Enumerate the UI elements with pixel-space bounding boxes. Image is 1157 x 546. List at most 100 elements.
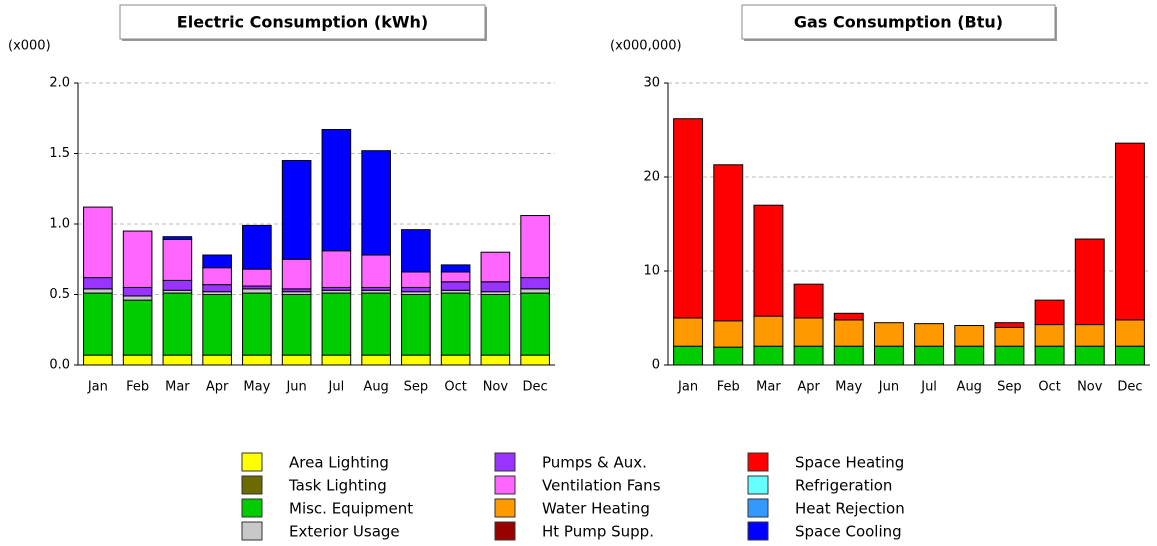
y-tick-label: 10 bbox=[643, 264, 660, 279]
bar-segment bbox=[83, 354, 113, 366]
bar-segment bbox=[321, 250, 352, 288]
legend-swatch bbox=[494, 498, 516, 518]
legend-label: Ventilation Fans bbox=[542, 477, 661, 495]
bar-segment bbox=[162, 236, 193, 241]
y-tick-label: 30 bbox=[643, 76, 660, 91]
bar-segment bbox=[281, 160, 312, 260]
x-tick-label: Jun bbox=[878, 380, 899, 395]
y-tick-label: 2.0 bbox=[49, 76, 70, 91]
bar-segment bbox=[122, 299, 153, 356]
bar-segment bbox=[242, 288, 272, 294]
bar-segment bbox=[713, 346, 744, 366]
legend-swatch bbox=[747, 521, 769, 541]
bar-segment bbox=[713, 164, 744, 322]
bar-segment bbox=[162, 279, 193, 291]
title-box bbox=[119, 4, 486, 40]
bar-segment bbox=[83, 277, 113, 290]
x-tick-label: Dec bbox=[523, 380, 548, 395]
bar-segment bbox=[440, 281, 471, 291]
x-tick-label: Jan bbox=[677, 380, 698, 395]
bar-segment bbox=[994, 322, 1025, 328]
bar-segment bbox=[122, 286, 153, 297]
x-tick-label: Aug bbox=[957, 380, 982, 395]
bar-segment bbox=[833, 345, 864, 366]
bar-segment bbox=[753, 204, 784, 317]
bar-segment bbox=[440, 264, 471, 273]
bar-segment bbox=[1114, 319, 1145, 347]
y-tick-label: 20 bbox=[643, 170, 660, 185]
bar-segment bbox=[713, 320, 744, 348]
bar-segment bbox=[401, 271, 431, 288]
bar-segment bbox=[480, 251, 511, 283]
bar-segment bbox=[242, 292, 272, 356]
bar-segment bbox=[122, 230, 153, 288]
y-tick-label: 1.5 bbox=[49, 146, 70, 161]
bar-segment bbox=[520, 292, 550, 356]
bar-segment bbox=[242, 354, 272, 366]
bar-segment bbox=[1034, 324, 1065, 347]
legend-label: Ht Pump Supp. bbox=[542, 523, 654, 541]
bar-segment bbox=[673, 118, 704, 319]
bar-segment bbox=[321, 354, 352, 366]
bar-segment bbox=[83, 206, 113, 279]
bar-segment bbox=[1074, 324, 1105, 347]
y-tick-label: 0.5 bbox=[49, 287, 70, 302]
bar-segment bbox=[1074, 238, 1105, 326]
bar-segment bbox=[954, 345, 985, 366]
bar-segment bbox=[281, 258, 312, 290]
x-tick-label: Mar bbox=[756, 380, 781, 395]
x-tick-label: Dec bbox=[1117, 380, 1142, 395]
title-box bbox=[741, 4, 1056, 40]
legend-swatch bbox=[241, 475, 263, 495]
legend-label: Water Heating bbox=[542, 500, 650, 518]
x-tick-label: Jul bbox=[920, 380, 937, 395]
bar-segment bbox=[440, 292, 471, 356]
x-tick-label: Jun bbox=[285, 380, 306, 395]
bar-segment bbox=[281, 294, 312, 356]
bar-segment bbox=[480, 354, 511, 366]
unit-label: (x000,000) bbox=[610, 39, 682, 54]
bar-segment bbox=[1034, 345, 1065, 366]
y-tick-label: 1.0 bbox=[49, 217, 70, 232]
bar-segment bbox=[673, 317, 704, 347]
x-tick-label: Feb bbox=[126, 380, 149, 395]
bar-segment bbox=[162, 354, 193, 366]
y-tick-label: 0 bbox=[652, 358, 660, 373]
x-tick-label: Nov bbox=[1077, 380, 1103, 395]
bar-segment bbox=[753, 315, 784, 347]
x-tick-label: Oct bbox=[1038, 380, 1060, 395]
bar-segment bbox=[994, 345, 1025, 366]
bar-segment bbox=[793, 317, 824, 347]
bar-segment bbox=[83, 288, 113, 294]
bar-segment bbox=[873, 345, 904, 366]
x-tick-label: Sep bbox=[997, 380, 1022, 395]
unit-label: (x000) bbox=[8, 39, 51, 54]
bar-segment bbox=[753, 345, 784, 366]
bar-segment bbox=[520, 215, 550, 279]
x-tick-label: Jan bbox=[87, 380, 108, 395]
bar-segment bbox=[401, 354, 431, 366]
x-tick-label: May bbox=[243, 380, 270, 395]
bar-segment bbox=[401, 229, 431, 273]
bar-segment bbox=[361, 292, 391, 356]
legend-swatch bbox=[241, 521, 263, 541]
bar-segment bbox=[281, 354, 312, 366]
bar-segment bbox=[321, 129, 352, 252]
legend-label: Refrigeration bbox=[795, 477, 892, 495]
bar-segment bbox=[994, 326, 1025, 347]
bar-segment bbox=[242, 224, 272, 270]
bar-segment bbox=[520, 354, 550, 366]
legend-label: Area Lighting bbox=[289, 454, 389, 472]
legend-label: Task Lighting bbox=[288, 477, 387, 495]
bar-segment bbox=[793, 283, 824, 319]
bar-segment bbox=[440, 271, 471, 283]
x-tick-label: Apr bbox=[206, 380, 229, 395]
x-tick-label: Oct bbox=[444, 380, 466, 395]
bar-segment bbox=[673, 345, 704, 366]
x-tick-label: Jul bbox=[328, 380, 345, 395]
x-tick-label: May bbox=[835, 380, 862, 395]
bar-segment bbox=[1074, 345, 1105, 366]
legend-label: Misc. Equipment bbox=[289, 500, 413, 518]
legend-swatch bbox=[241, 452, 263, 472]
